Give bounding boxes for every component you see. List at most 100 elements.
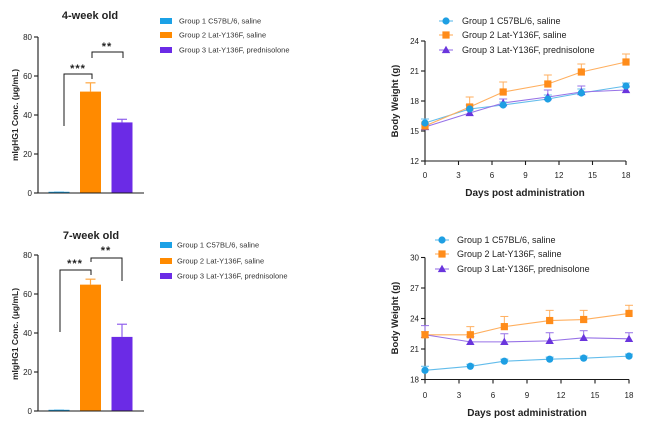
data-point-group-2	[622, 58, 630, 66]
data-point-group-1	[499, 101, 507, 109]
bar-group-3	[111, 336, 133, 411]
x-axis-title: Days post administration	[467, 408, 586, 419]
bar-group-1	[48, 191, 70, 193]
data-point-group-2	[499, 88, 507, 96]
legend-swatch	[160, 273, 172, 279]
chart-title: 7-week old	[63, 230, 119, 242]
legend-label: Group 3 Lat-Y136F, prednisolone	[457, 264, 590, 274]
data-point-group-3	[624, 334, 634, 342]
legend-item: Group 2 Lat-Y136F, saline	[439, 30, 567, 40]
x-tick-label: 15	[591, 391, 600, 400]
square-marker-icon	[442, 31, 450, 39]
triangle-marker-icon	[437, 264, 447, 273]
legend: Group 1 C57BL/6, saline Group 2 Lat-Y136F…	[160, 241, 288, 281]
x-tick-label: 12	[557, 391, 566, 400]
data-point-group-3	[579, 333, 588, 341]
legend-swatch	[160, 47, 172, 53]
y-tick-label: 18	[410, 375, 419, 384]
data-point-group-1	[625, 352, 633, 360]
x-axis-title: Days post administration	[465, 188, 584, 199]
legend-label: Group 3 Lat-Y136F, prednisolone	[179, 46, 290, 55]
legend: Group 1 C57BL/6, saline Group 2 Lat-Y136F…	[435, 235, 590, 274]
x-tick-label: 9	[523, 171, 528, 180]
data-point-group-1	[421, 366, 429, 374]
x-tick-label: 15	[588, 171, 597, 180]
x-tick-label: 3	[456, 171, 461, 180]
legend-label: Group 1 C57BL/6, saline	[462, 16, 561, 26]
legend-label: Group 1 C57BL/6, saline	[457, 235, 556, 245]
y-tick-label: 0	[28, 407, 33, 416]
y-tick-label: 0	[28, 189, 33, 198]
legend: Group 1 C57BL/6, saline Group 2 Lat-Y136F…	[160, 17, 290, 55]
y-axis-title: Body Weight (g)	[390, 65, 401, 138]
body-weight-top-line-chart: Body Weight (g) Days post administration…	[390, 16, 631, 199]
bar-group-3	[111, 122, 133, 193]
legend-item: Group 3 Lat-Y136F, prednisolone	[160, 272, 288, 281]
y-tick-label: 80	[23, 251, 32, 260]
legend-label: Group 2 Lat-Y136F, saline	[177, 257, 264, 266]
data-point-group-1	[580, 354, 588, 362]
x-tick-label: 6	[490, 171, 495, 180]
y-tick-label: 15	[410, 127, 419, 136]
legend: Group 1 C57BL/6, saline Group 2 Lat-Y136F…	[439, 16, 595, 55]
data-point-group-1	[466, 105, 474, 113]
y-tick-label: 20	[23, 368, 32, 377]
igg1-7-week-bar-chart: 7-week old mIgHG1 Conc. (μg/mL) 0 20 40 60 8…	[10, 230, 288, 416]
significance-label: ***	[67, 258, 83, 270]
series-line-group-1	[424, 355, 630, 371]
legend-label: Group 3 Lat-Y136F, prednisolone	[462, 45, 595, 55]
y-tick-label: 80	[23, 33, 32, 42]
legend-label: Group 1 C57BL/6, saline	[179, 17, 261, 26]
data-point-group-2	[577, 68, 585, 76]
legend-item: Group 1 C57BL/6, saline	[439, 16, 561, 26]
legend-label: Group 1 C57BL/6, saline	[177, 241, 259, 250]
data-point-group-3	[545, 336, 554, 345]
legend-item: Group 3 Lat-Y136F, prednisolone	[435, 264, 590, 274]
y-tick-label: 40	[23, 329, 32, 338]
data-point-group-2	[580, 315, 588, 324]
x-tick-label: 3	[457, 391, 462, 400]
series-line-group-3	[424, 89, 627, 128]
data-point-group-1	[577, 89, 585, 97]
circle-marker-icon	[442, 17, 450, 25]
circle-marker-icon	[438, 236, 446, 244]
legend-swatch	[160, 242, 172, 248]
legend-swatch	[160, 18, 172, 24]
x-tick-label: 9	[525, 391, 530, 400]
significance-bracket	[59, 269, 92, 332]
data-point-group-2	[625, 309, 633, 318]
triangle-marker-icon	[441, 45, 451, 54]
x-tick-label: 6	[491, 391, 496, 400]
square-marker-icon	[438, 250, 446, 258]
body-weight-bottom-line-chart: Body Weight (g) Days post administration…	[390, 235, 634, 419]
bar-group-2	[80, 91, 101, 193]
x-tick-label: 18	[622, 171, 631, 180]
data-point-group-2	[500, 323, 508, 331]
y-tick-label: 30	[410, 253, 419, 262]
legend-item: Group 3 Lat-Y136F, prednisolone	[160, 46, 290, 55]
igg1-4-week-bar-chart: 4-week old mIgHG1 Conc. (μg/mL) 0 20 40 60 8…	[10, 10, 290, 198]
y-tick-label: 21	[410, 67, 419, 76]
bar-group-1	[48, 409, 70, 411]
legend-item: Group 1 C57BL/6, saline	[435, 235, 556, 245]
y-tick-label: 24	[410, 314, 419, 323]
legend-item: Group 1 C57BL/6, saline	[160, 17, 261, 26]
y-axis-title: mIgHG1 Conc. (μg/mL)	[10, 288, 20, 380]
series-line-group-2	[425, 312, 630, 336]
data-point-group-2	[544, 80, 552, 88]
data-point-group-1	[622, 82, 630, 90]
significance-bracket	[63, 73, 93, 126]
data-point-group-1	[466, 362, 474, 370]
legend-label: Group 3 Lat-Y136F, prednisolone	[177, 272, 288, 281]
legend-swatch	[160, 258, 172, 264]
legend-item: Group 2 Lat-Y136F, saline	[160, 257, 264, 266]
y-tick-label: 27	[410, 284, 419, 293]
y-tick-label: 18	[410, 97, 419, 106]
y-tick-label: 21	[410, 345, 419, 354]
legend-item: Group 2 Lat-Y136F, saline	[160, 31, 266, 40]
legend-swatch	[160, 32, 172, 38]
data-point-group-2	[466, 331, 474, 339]
series-line-group-2	[424, 61, 627, 127]
legend-item: Group 1 C57BL/6, saline	[160, 241, 259, 250]
